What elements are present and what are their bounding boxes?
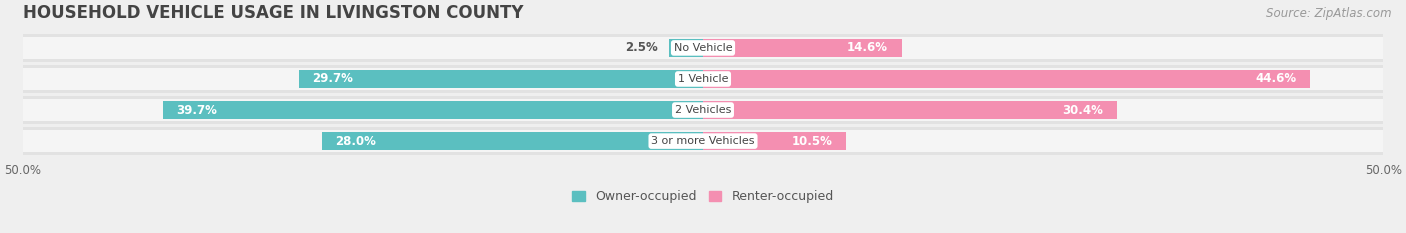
Bar (22, 37, 1384, 59)
Text: 14.6%: 14.6% (846, 41, 889, 55)
Text: 2.5%: 2.5% (626, 41, 658, 55)
Bar (669, 39, 703, 57)
Text: 29.7%: 29.7% (312, 72, 353, 86)
Bar (299, 70, 703, 88)
Text: 2 Vehicles: 2 Vehicles (675, 105, 731, 115)
Text: 28.0%: 28.0% (336, 135, 377, 147)
Bar (22, 96, 1384, 124)
Bar (322, 132, 703, 150)
Bar (22, 127, 1384, 155)
Legend: Owner-occupied, Renter-occupied: Owner-occupied, Renter-occupied (568, 185, 838, 208)
Text: 39.7%: 39.7% (176, 103, 218, 116)
Bar (22, 130, 1384, 152)
Bar (703, 101, 1116, 119)
Bar (22, 34, 1384, 62)
Bar (703, 70, 1310, 88)
Text: No Vehicle: No Vehicle (673, 43, 733, 53)
Text: 44.6%: 44.6% (1256, 72, 1296, 86)
Bar (22, 99, 1384, 121)
Text: 1 Vehicle: 1 Vehicle (678, 74, 728, 84)
Bar (22, 68, 1384, 90)
Text: 10.5%: 10.5% (792, 135, 832, 147)
Text: 30.4%: 30.4% (1062, 103, 1104, 116)
Bar (163, 101, 703, 119)
Text: HOUSEHOLD VEHICLE USAGE IN LIVINGSTON COUNTY: HOUSEHOLD VEHICLE USAGE IN LIVINGSTON CO… (22, 4, 523, 22)
Text: 3 or more Vehicles: 3 or more Vehicles (651, 136, 755, 146)
Text: Source: ZipAtlas.com: Source: ZipAtlas.com (1267, 7, 1392, 20)
Bar (22, 65, 1384, 93)
Bar (703, 132, 846, 150)
Bar (703, 39, 901, 57)
